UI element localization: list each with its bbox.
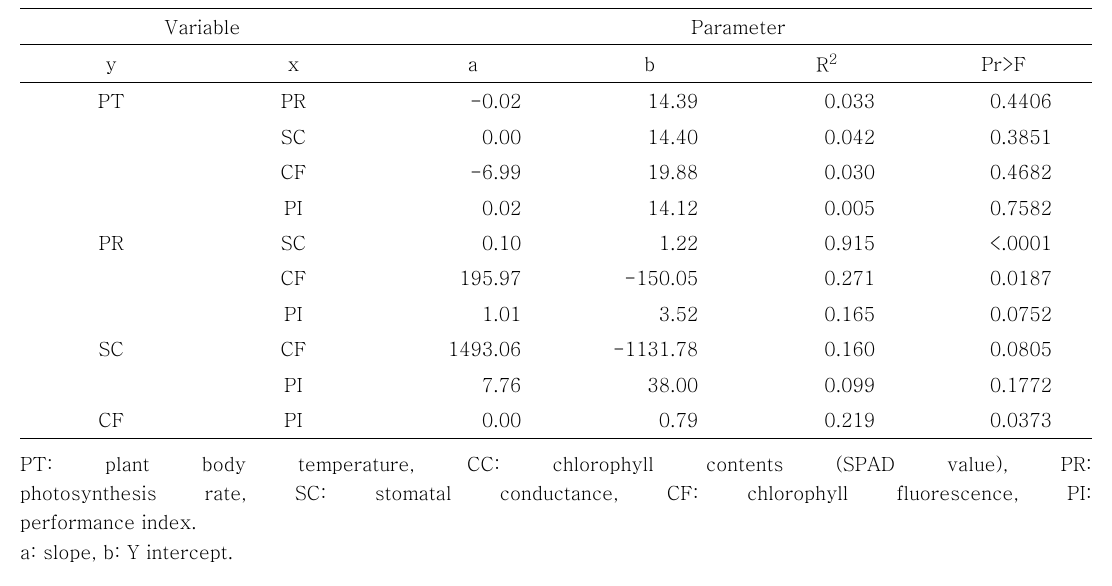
cell-a: 195.97 xyxy=(384,260,561,295)
cell-b: 38.00 xyxy=(561,367,738,402)
cell-a: 0.00 xyxy=(384,119,561,154)
cell-r2: 0.030 xyxy=(738,154,915,189)
cell-a: 0.10 xyxy=(384,225,561,260)
cell-x: PI xyxy=(202,190,384,225)
col-a: a xyxy=(384,45,561,83)
cell-pr: <.0001 xyxy=(915,225,1092,260)
cell-a: 0.00 xyxy=(384,402,561,438)
cell-b: 1.22 xyxy=(561,225,738,260)
cell-x: CF xyxy=(202,154,384,189)
cell-b: 14.12 xyxy=(561,190,738,225)
cell-b: 3.52 xyxy=(561,296,738,331)
cell-pr: 0.0373 xyxy=(915,402,1092,438)
cell-x: PI xyxy=(202,367,384,402)
cell-r2: 0.165 xyxy=(738,296,915,331)
cell-r2: 0.042 xyxy=(738,119,915,154)
col-y: y xyxy=(20,45,202,83)
cell-r2: 0.099 xyxy=(738,367,915,402)
cell-x: PI xyxy=(202,296,384,331)
regression-table: Variable Parameter y x a b R2 Pr>F PTPR-… xyxy=(20,8,1092,439)
cell-a: -0.02 xyxy=(384,83,561,119)
col-r2: R2 xyxy=(738,45,915,83)
cell-x: CF xyxy=(202,260,384,295)
cell-pr: 0.1772 xyxy=(915,367,1092,402)
table-row: SCCF1493.06-1131.780.1600.0805 xyxy=(20,331,1092,366)
col-b: b xyxy=(561,45,738,83)
cell-a: 1.01 xyxy=(384,296,561,331)
footnote-line-1: PT: plant body temperature, CC: chloroph… xyxy=(20,449,1092,478)
cell-b: 0.79 xyxy=(561,402,738,438)
cell-x: SC xyxy=(202,225,384,260)
cell-b: -150.05 xyxy=(561,260,738,295)
cell-x: PR xyxy=(202,83,384,119)
cell-pr: 0.0752 xyxy=(915,296,1092,331)
footnotes: PT: plant body temperature, CC: chloroph… xyxy=(20,449,1092,567)
cell-a: 0.02 xyxy=(384,190,561,225)
cell-a: 1493.06 xyxy=(384,331,561,366)
cell-b: 14.39 xyxy=(561,83,738,119)
cell-b: 19.88 xyxy=(561,154,738,189)
cell-pr: 0.3851 xyxy=(915,119,1092,154)
cell-x: PI xyxy=(202,402,384,438)
footnote-line-2: photosynthesis rate, SC: stomatal conduc… xyxy=(20,478,1092,507)
cell-y: PT xyxy=(20,83,202,225)
footnote-line-4: a: slope, b: Y intercept. xyxy=(20,537,1092,566)
table-row: CFPI0.000.790.2190.0373 xyxy=(20,402,1092,438)
col-pr: Pr>F xyxy=(915,45,1092,83)
cell-r2: 0.160 xyxy=(738,331,915,366)
cell-pr: 0.4406 xyxy=(915,83,1092,119)
header-variable: Variable xyxy=(20,9,384,45)
cell-x: CF xyxy=(202,331,384,366)
cell-r2: 0.915 xyxy=(738,225,915,260)
cell-b: 14.40 xyxy=(561,119,738,154)
cell-pr: 0.4682 xyxy=(915,154,1092,189)
cell-r2: 0.033 xyxy=(738,83,915,119)
cell-x: SC xyxy=(202,119,384,154)
cell-a: 7.76 xyxy=(384,367,561,402)
cell-y: PR xyxy=(20,225,202,331)
cell-y: CF xyxy=(20,402,202,438)
col-x: x xyxy=(202,45,384,83)
cell-r2: 0.219 xyxy=(738,402,915,438)
cell-r2: 0.271 xyxy=(738,260,915,295)
table-row: PTPR-0.0214.390.0330.4406 xyxy=(20,83,1092,119)
cell-r2: 0.005 xyxy=(738,190,915,225)
header-parameter: Parameter xyxy=(384,9,1092,45)
footnote-line-3: performance index. xyxy=(20,507,1092,536)
cell-pr: 0.7582 xyxy=(915,190,1092,225)
cell-pr: 0.0187 xyxy=(915,260,1092,295)
cell-a: -6.99 xyxy=(384,154,561,189)
cell-b: -1131.78 xyxy=(561,331,738,366)
table-row: PRSC0.101.220.915<.0001 xyxy=(20,225,1092,260)
table-body: PTPR-0.0214.390.0330.4406SC0.0014.400.04… xyxy=(20,83,1092,438)
cell-pr: 0.0805 xyxy=(915,331,1092,366)
cell-y: SC xyxy=(20,331,202,402)
